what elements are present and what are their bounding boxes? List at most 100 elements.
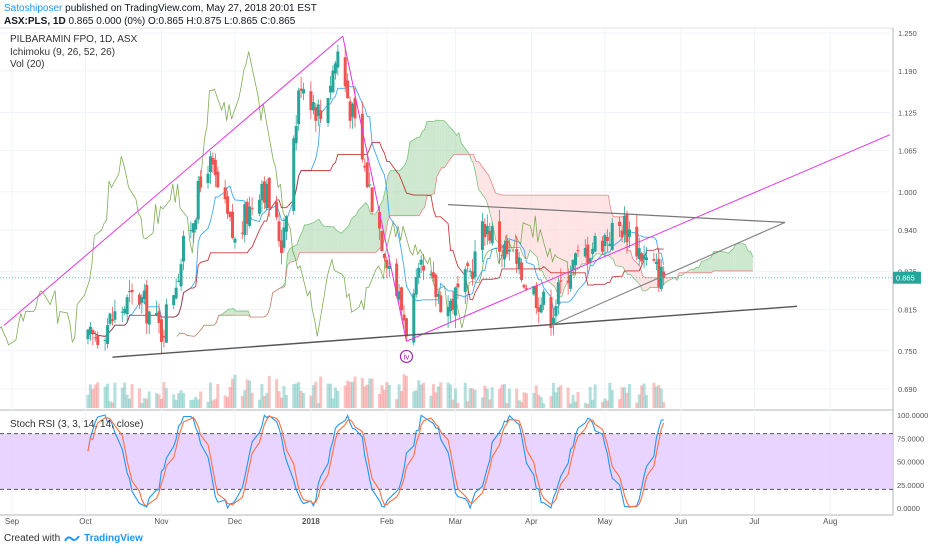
candle-body (277, 221, 281, 242)
legend-volume[interactable]: Vol (20) (10, 59, 45, 70)
candle-body (262, 181, 266, 203)
cloud-segment (730, 248, 734, 271)
candle (490, 221, 494, 246)
cloud-segment (390, 170, 393, 216)
publish-info: published on TradingView.com, May 27, 20… (65, 3, 317, 14)
candle-body (368, 184, 372, 186)
candle-body (137, 294, 141, 305)
volume-bar (316, 403, 320, 408)
candle (250, 197, 254, 216)
cloud-segment (725, 252, 729, 271)
candle-body (240, 232, 244, 234)
volume-bar (645, 394, 649, 408)
volume-bar (194, 396, 198, 408)
candle (637, 237, 641, 266)
volume-bar (120, 387, 124, 408)
candle-body (228, 211, 232, 218)
stoch-legend[interactable]: Stoch RSI (3, 3, 14, 14, close) (10, 419, 144, 430)
volume-bar (331, 398, 335, 408)
candle-body (414, 277, 418, 295)
candle-body (654, 261, 658, 265)
candle-body (333, 63, 337, 74)
volume-bar (652, 382, 656, 408)
candle-body (537, 307, 541, 312)
candle-body (551, 317, 555, 325)
price-tick-label: 0.815 (898, 305, 917, 314)
candle-body (329, 85, 332, 93)
candle-body (216, 171, 220, 188)
cloud-segment (645, 277, 648, 291)
stoch-axis[interactable]: 100.0000 75.0000 50.0000 25.0000 0.0000 (897, 411, 928, 513)
candle-body (363, 165, 367, 168)
candle (137, 292, 141, 309)
volume-bar (382, 389, 386, 408)
candle-body (326, 97, 330, 123)
cloud-segment (336, 230, 339, 253)
price-axis[interactable]: 1.2501.1901.1251.0651.0000.9400.8750.815… (898, 29, 917, 394)
cloud-segment (304, 224, 307, 253)
candle (299, 76, 303, 98)
volume-bar (419, 384, 423, 408)
ichimoku-cloud (177, 120, 753, 337)
candle (333, 60, 337, 80)
candle (434, 273, 438, 307)
candle-body (569, 274, 573, 289)
candle-body (103, 340, 107, 342)
volume-bar (662, 401, 666, 408)
time-tick-label: Sep (5, 517, 20, 526)
cloud-segment (691, 269, 695, 273)
candle (326, 97, 330, 127)
stoch-tick-label: 75.0000 (897, 434, 924, 443)
price-tick-label: 1.000 (898, 188, 917, 197)
cloud-segment (525, 195, 528, 259)
candle (142, 283, 146, 305)
cloud-segment (556, 195, 560, 297)
candle (233, 236, 237, 249)
trendline-drawings[interactable] (3, 35, 891, 358)
candle-body (471, 271, 475, 280)
cloud-segment (321, 223, 325, 253)
candle-body (456, 283, 460, 288)
cloud-segment (694, 267, 697, 273)
candle (400, 286, 404, 317)
candle (505, 234, 509, 258)
last-price-box (893, 271, 921, 284)
candle (316, 99, 320, 127)
candle-body (292, 138, 296, 211)
volume-bar (333, 387, 337, 408)
candle-body (623, 215, 626, 235)
candle (397, 284, 401, 305)
volume-bar (468, 388, 472, 408)
volume-bar (449, 384, 453, 408)
candle (417, 262, 421, 285)
cloud-segment (713, 251, 717, 271)
candle-body (502, 244, 506, 260)
volume-bar (368, 378, 372, 408)
volume-bar (404, 375, 408, 408)
candle-body (211, 158, 215, 165)
volume-bar (574, 401, 577, 408)
upper-triangle-line (448, 204, 786, 224)
cloud-segment (485, 171, 489, 207)
candle-body (162, 335, 166, 338)
tradingview-brand[interactable]: TradingView (84, 533, 143, 544)
candle (216, 166, 220, 188)
volume-bar (502, 384, 506, 408)
volume-bar (365, 384, 369, 408)
legend-ichimoku[interactable]: Ichimoku (9, 26, 52, 26) (10, 46, 116, 58)
candle (500, 244, 504, 267)
volume-bar (125, 394, 129, 408)
cloud-segment (615, 216, 624, 268)
author-link[interactable]: Satoshiposer (4, 3, 63, 14)
candle (608, 232, 612, 247)
cloud-segment (649, 277, 658, 288)
volume-bar (370, 378, 374, 408)
volume-bar (385, 382, 389, 408)
volume-bar (549, 395, 553, 408)
time-axis[interactable]: Sep Oct Nov Dec 2018 Feb Mar Apr May Jun Jul Aug (5, 517, 838, 526)
candle-body (299, 88, 303, 91)
volume-bar (91, 388, 95, 408)
candle-body (267, 177, 271, 209)
candle (576, 244, 580, 257)
